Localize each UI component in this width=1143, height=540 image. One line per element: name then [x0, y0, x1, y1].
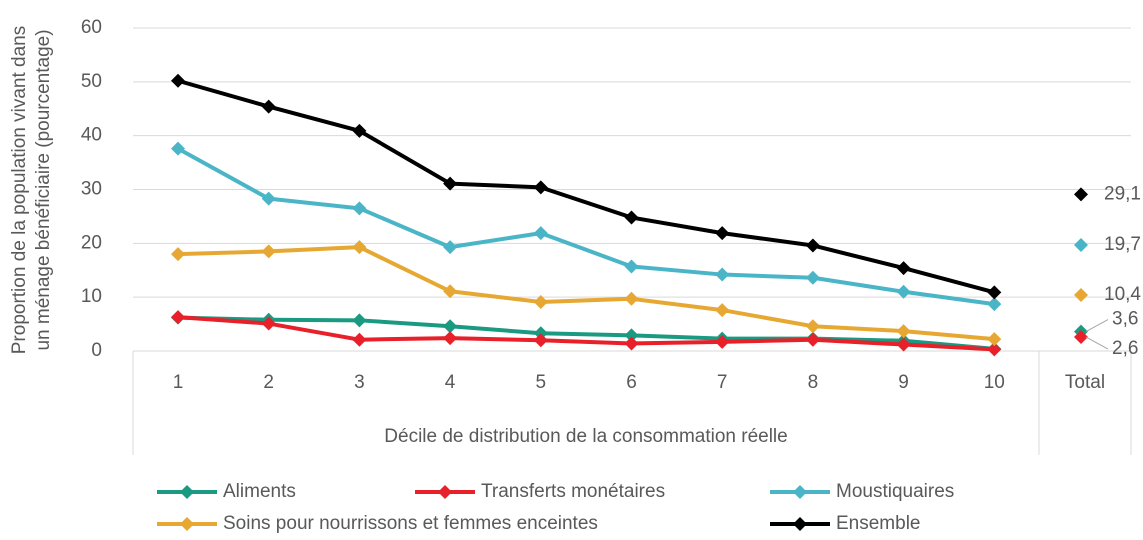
legend-label: Transferts monétaires: [481, 481, 665, 502]
series-marker: [533, 180, 548, 195]
legend-marker: [180, 517, 194, 531]
series-marker: [896, 284, 911, 299]
x-tick-label: 10: [984, 372, 1005, 393]
y-tick-label: 0: [91, 340, 102, 361]
total-label: 2,6: [1112, 338, 1138, 359]
series-marker: [352, 313, 367, 328]
label-leader: [1085, 319, 1109, 333]
series-marker: [624, 291, 639, 306]
x-tick-label: 9: [898, 372, 909, 393]
series-marker: [715, 267, 730, 282]
legend-label: Ensemble: [836, 513, 921, 534]
total-marker: [1074, 237, 1088, 252]
series-marker: [533, 295, 548, 310]
total-marker: [1074, 187, 1088, 202]
series-marker: [805, 270, 820, 285]
series-marker: [896, 324, 911, 339]
series-marker: [443, 240, 458, 255]
x-tick-label: 2: [263, 372, 274, 393]
series-marker: [715, 303, 730, 318]
series-marker: [805, 332, 820, 347]
total-label: 19,7: [1104, 234, 1141, 255]
legend-marker: [793, 485, 807, 499]
series-marker: [805, 319, 820, 334]
y-tick-label: 60: [81, 17, 102, 38]
series-marker: [352, 332, 367, 347]
series-marker: [443, 284, 458, 299]
series-marker: [171, 247, 185, 262]
series-marker: [624, 328, 639, 343]
total-label: 3,6: [1112, 309, 1138, 330]
total-marker: [1074, 330, 1088, 345]
legend-marker: [180, 485, 194, 499]
series-line: [177, 315, 995, 351]
series-marker: [261, 244, 276, 259]
x-tick-label: 7: [717, 372, 728, 393]
total-marker: [1074, 288, 1088, 303]
series-marker: [624, 210, 639, 225]
x-tick-label: 1: [173, 372, 184, 393]
series-marker: [715, 226, 730, 241]
legend-marker: [793, 517, 807, 531]
series-marker: [715, 334, 730, 349]
series-marker: [443, 331, 458, 346]
x-tick-label: 6: [626, 372, 637, 393]
y-tick-label: 50: [81, 71, 102, 92]
y-tick-label: 20: [81, 232, 102, 253]
series-line: [177, 146, 995, 307]
series-marker: [171, 141, 185, 156]
series-marker: [352, 123, 367, 138]
y-tick-label: 40: [81, 125, 102, 146]
series-marker: [352, 201, 367, 216]
series-marker: [261, 191, 276, 206]
series-marker: [896, 337, 911, 352]
total-label: 29,1: [1104, 183, 1141, 204]
legend-label: Moustiquaires: [836, 481, 954, 502]
series-marker: [533, 333, 548, 348]
x-tick-label: 5: [536, 372, 547, 393]
series-marker: [987, 285, 1002, 300]
series-marker: [443, 319, 458, 334]
y-axis-title: Proportion de la population vivant dans: [9, 26, 30, 355]
legend-label: Aliments: [223, 481, 296, 502]
y-tick-label: 30: [81, 179, 102, 200]
series-line: [177, 315, 995, 352]
series-marker: [171, 310, 185, 325]
y-tick-label: 10: [81, 286, 102, 307]
series-marker: [896, 261, 911, 276]
x-axis-title: Décile de distribution de la consommatio…: [384, 426, 787, 447]
x-tick-label: 3: [354, 372, 365, 393]
series-marker: [533, 226, 548, 241]
y-axis-title: un ménage bénéficiaire (pourcentage): [33, 29, 54, 350]
series-marker: [352, 240, 367, 255]
series-marker: [987, 297, 1002, 312]
x-tick-label: Total: [1065, 372, 1105, 393]
series-marker: [261, 99, 276, 114]
series-marker: [443, 176, 458, 191]
legend-label: Soins pour nourrissons et femmes enceint…: [223, 513, 598, 534]
label-leader: [1085, 336, 1109, 350]
total-label: 10,4: [1104, 284, 1141, 305]
series-marker: [171, 73, 185, 88]
x-tick-label: 8: [808, 372, 819, 393]
series-marker: [805, 238, 820, 253]
series-marker: [624, 259, 639, 274]
series-marker: [987, 332, 1002, 347]
series-line: [177, 245, 995, 342]
series-marker: [987, 342, 1002, 357]
legend-marker: [438, 485, 452, 499]
series-marker: [261, 316, 276, 331]
series-line: [177, 78, 995, 295]
x-tick-label: 4: [445, 372, 456, 393]
series-marker: [624, 336, 639, 351]
